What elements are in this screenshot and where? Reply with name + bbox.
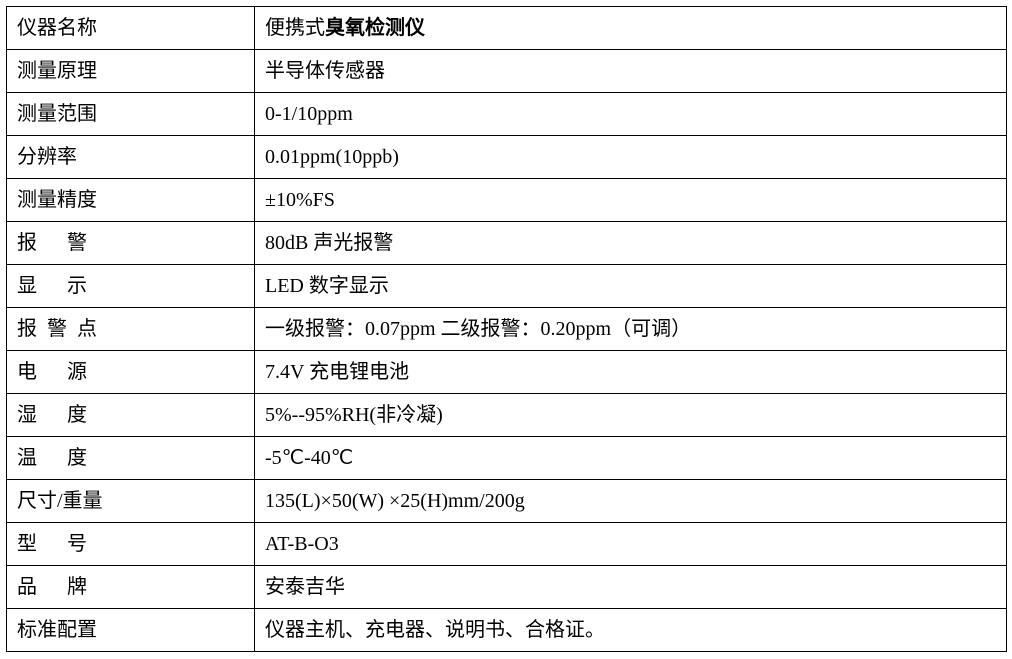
- table-row: 仪器名称 便携式臭氧检测仪: [7, 7, 1007, 50]
- spec-value: AT-B-O3: [255, 523, 1007, 566]
- table-row: 报 警 80dB 声光报警: [7, 222, 1007, 265]
- spec-label: 测量原理: [7, 50, 255, 93]
- spec-label: 报 警: [7, 222, 255, 265]
- table-row: 测量原理 半导体传感器: [7, 50, 1007, 93]
- spec-table: 仪器名称 便携式臭氧检测仪 测量原理 半导体传感器 测量范围 0-1/10ppm…: [6, 6, 1007, 652]
- table-row: 湿 度 5%--95%RH(非冷凝): [7, 394, 1007, 437]
- spec-label: 温 度: [7, 437, 255, 480]
- spec-label: 电 源: [7, 351, 255, 394]
- spec-value: -5℃-40℃: [255, 437, 1007, 480]
- spec-label: 标准配置: [7, 609, 255, 652]
- table-row: 尺寸/重量 135(L)×50(W) ×25(H)mm/200g: [7, 480, 1007, 523]
- table-row: 电 源 7.4V 充电锂电池: [7, 351, 1007, 394]
- spec-label: 测量精度: [7, 179, 255, 222]
- spec-value: LED 数字显示: [255, 265, 1007, 308]
- spec-label: 湿 度: [7, 394, 255, 437]
- spec-value: 5%--95%RH(非冷凝): [255, 394, 1007, 437]
- table-row: 显 示 LED 数字显示: [7, 265, 1007, 308]
- spec-table-body: 仪器名称 便携式臭氧检测仪 测量原理 半导体传感器 测量范围 0-1/10ppm…: [7, 7, 1007, 652]
- spec-value: 135(L)×50(W) ×25(H)mm/200g: [255, 480, 1007, 523]
- spec-label: 仪器名称: [7, 7, 255, 50]
- spec-value: ±10%FS: [255, 179, 1007, 222]
- spec-value: 便携式臭氧检测仪: [255, 7, 1007, 50]
- spec-label: 型 号: [7, 523, 255, 566]
- spec-value: 7.4V 充电锂电池: [255, 351, 1007, 394]
- table-row: 测量精度 ±10%FS: [7, 179, 1007, 222]
- spec-value: 0-1/10ppm: [255, 93, 1007, 136]
- spec-label: 报 警 点: [7, 308, 255, 351]
- table-row: 分辨率 0.01ppm(10ppb): [7, 136, 1007, 179]
- spec-value: 半导体传感器: [255, 50, 1007, 93]
- spec-label: 测量范围: [7, 93, 255, 136]
- table-row: 品 牌 安泰吉华: [7, 566, 1007, 609]
- spec-label: 显 示: [7, 265, 255, 308]
- spec-label: 尺寸/重量: [7, 480, 255, 523]
- spec-value: 一级报警：0.07ppm 二级报警：0.20ppm（可调）: [255, 308, 1007, 351]
- table-row: 报 警 点 一级报警：0.07ppm 二级报警：0.20ppm（可调）: [7, 308, 1007, 351]
- spec-label: 分辨率: [7, 136, 255, 179]
- spec-value: 安泰吉华: [255, 566, 1007, 609]
- spec-value: 0.01ppm(10ppb): [255, 136, 1007, 179]
- table-row: 测量范围 0-1/10ppm: [7, 93, 1007, 136]
- table-row: 标准配置 仪器主机、充电器、说明书、合格证。: [7, 609, 1007, 652]
- table-row: 型 号 AT-B-O3: [7, 523, 1007, 566]
- table-row: 温 度 -5℃-40℃: [7, 437, 1007, 480]
- spec-value: 80dB 声光报警: [255, 222, 1007, 265]
- spec-label: 品 牌: [7, 566, 255, 609]
- spec-value: 仪器主机、充电器、说明书、合格证。: [255, 609, 1007, 652]
